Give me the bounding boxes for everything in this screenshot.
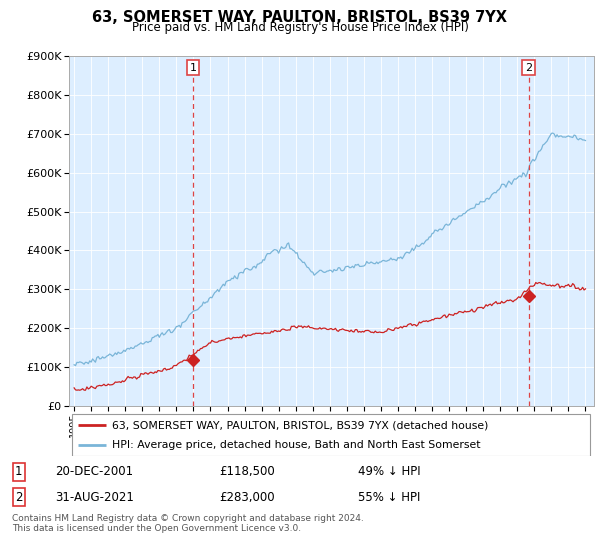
- Text: Price paid vs. HM Land Registry's House Price Index (HPI): Price paid vs. HM Land Registry's House …: [131, 21, 469, 34]
- Text: 2: 2: [15, 491, 23, 504]
- Text: HPI: Average price, detached house, Bath and North East Somerset: HPI: Average price, detached house, Bath…: [112, 440, 481, 450]
- Text: £283,000: £283,000: [220, 491, 275, 504]
- Text: 1: 1: [15, 465, 23, 478]
- Text: £118,500: £118,500: [220, 465, 275, 478]
- Text: 63, SOMERSET WAY, PAULTON, BRISTOL, BS39 7YX: 63, SOMERSET WAY, PAULTON, BRISTOL, BS39…: [92, 10, 508, 25]
- Text: 31-AUG-2021: 31-AUG-2021: [55, 491, 134, 504]
- Text: Contains HM Land Registry data © Crown copyright and database right 2024.
This d: Contains HM Land Registry data © Crown c…: [12, 514, 364, 534]
- Text: 49% ↓ HPI: 49% ↓ HPI: [358, 465, 420, 478]
- Text: 55% ↓ HPI: 55% ↓ HPI: [358, 491, 420, 504]
- FancyBboxPatch shape: [71, 414, 590, 455]
- Text: 1: 1: [190, 63, 196, 73]
- Text: 63, SOMERSET WAY, PAULTON, BRISTOL, BS39 7YX (detached house): 63, SOMERSET WAY, PAULTON, BRISTOL, BS39…: [112, 421, 488, 430]
- Text: 2: 2: [525, 63, 532, 73]
- Text: 20-DEC-2001: 20-DEC-2001: [55, 465, 133, 478]
